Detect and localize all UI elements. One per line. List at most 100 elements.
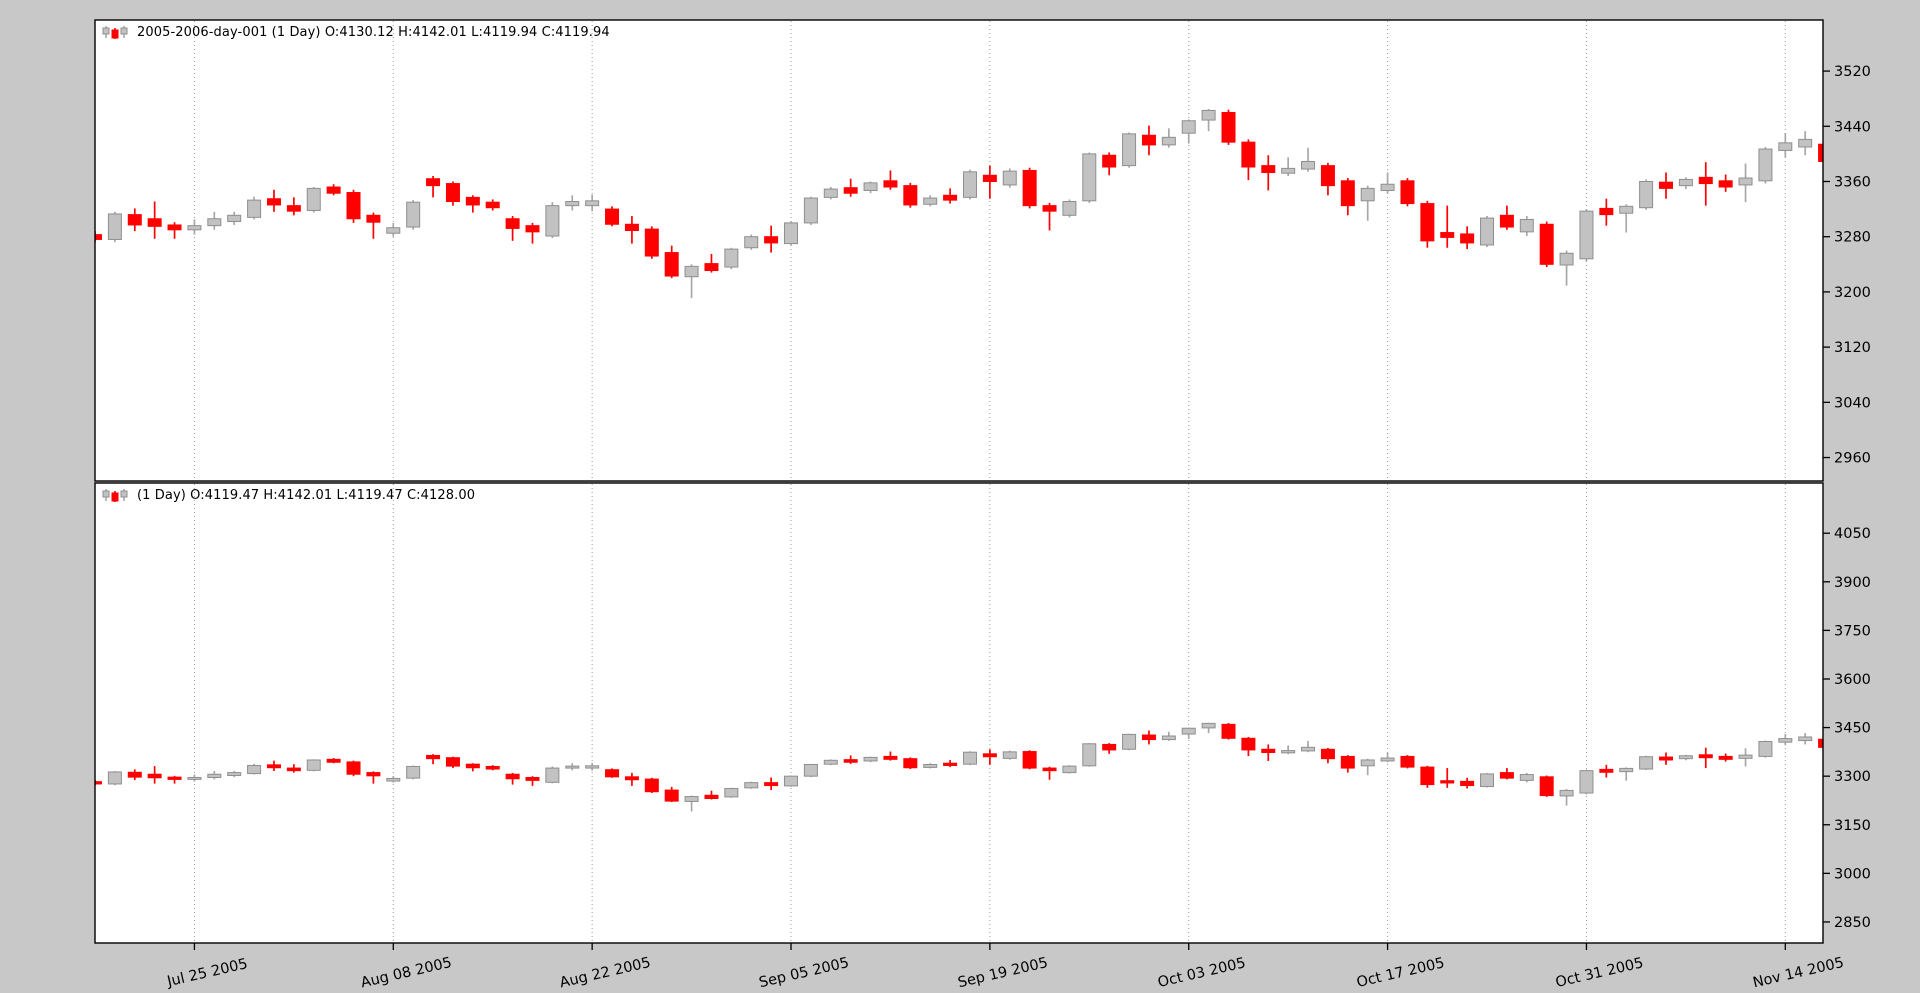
candle-down xyxy=(127,769,142,781)
candle-down xyxy=(982,749,997,765)
y-tick-label: 3440 xyxy=(1834,119,1871,135)
candle-up xyxy=(1678,754,1693,761)
candle-up xyxy=(784,775,799,787)
candle-down xyxy=(982,165,997,199)
panel2-legend: (1 Day) O:4119.47 H:4142.01 L:4119.47 C:… xyxy=(102,488,475,503)
candle-up xyxy=(1758,740,1773,758)
y-tick-label: 3040 xyxy=(1834,395,1871,411)
candle-up xyxy=(823,187,838,200)
candle-up xyxy=(1301,740,1316,753)
candle-down xyxy=(704,253,719,273)
x-tick-label: Nov 14 2005 xyxy=(1751,955,1845,991)
candle-down xyxy=(286,764,301,773)
y-tick-label: 2850 xyxy=(1834,915,1871,931)
candle-down xyxy=(1340,178,1355,216)
candle-down xyxy=(1102,743,1117,754)
candle-up xyxy=(1122,733,1137,751)
candle-down xyxy=(624,772,639,786)
candle-up xyxy=(1579,769,1594,795)
candle-down xyxy=(147,201,162,239)
candle-up xyxy=(923,195,938,207)
y-axis-right: 4050 3900 3750 3600 3450 3300 3150 3000 2850 xyxy=(1823,526,1871,931)
candle-down xyxy=(485,199,500,211)
candle-down xyxy=(1141,730,1156,745)
candle-down xyxy=(605,768,620,778)
y-tick-label: 4050 xyxy=(1834,526,1871,542)
candle-down xyxy=(266,760,281,771)
panel2-legend-text: (1 Day) O:4119.47 H:4142.01 L:4119.47 C:… xyxy=(137,487,476,503)
candle-down xyxy=(346,760,361,777)
candle-up xyxy=(962,751,977,766)
candle-down xyxy=(1340,755,1355,773)
x-tick-label: Oct 31 2005 xyxy=(1554,955,1645,991)
y-tick-label: 3600 xyxy=(1834,672,1871,688)
candle-down xyxy=(1599,764,1614,778)
candle-up xyxy=(1360,185,1375,221)
y-tick-label: 3450 xyxy=(1834,721,1871,737)
candle-down xyxy=(1818,738,1823,748)
candle-down xyxy=(1658,172,1673,199)
candle-down xyxy=(644,226,659,259)
candle-down xyxy=(525,776,540,786)
candle-up xyxy=(306,187,321,213)
candle-up xyxy=(1738,163,1753,203)
candle-down xyxy=(883,170,898,190)
candle-down xyxy=(1440,205,1455,248)
y-tick-label: 3200 xyxy=(1834,285,1871,301)
y-tick-label: 3150 xyxy=(1834,818,1871,834)
y-tick-label: 3120 xyxy=(1834,340,1871,356)
candle-up xyxy=(1678,177,1693,190)
candle-up xyxy=(684,264,699,299)
candle-up xyxy=(1798,131,1813,156)
candle-down xyxy=(426,175,441,198)
candle-down xyxy=(366,771,381,784)
candle-up xyxy=(406,765,421,780)
candle-up xyxy=(1082,743,1097,767)
candle-up xyxy=(1559,789,1574,806)
candle-down xyxy=(127,208,142,232)
candle-down xyxy=(1539,775,1554,797)
candle-down xyxy=(286,197,301,216)
candle-down xyxy=(644,777,659,794)
candle-down xyxy=(664,786,679,803)
x-tick-label: Aug 22 2005 xyxy=(558,955,652,991)
candle-down xyxy=(664,245,679,279)
candle-down xyxy=(943,188,958,204)
candle-down xyxy=(485,765,500,771)
candle-down xyxy=(505,772,520,785)
candle-down xyxy=(903,182,918,208)
candle-down xyxy=(147,766,162,784)
candle-up xyxy=(803,763,818,778)
candle-down xyxy=(1420,765,1435,788)
candle-down xyxy=(943,759,958,768)
y-tick-label: 3750 xyxy=(1834,623,1871,639)
candle-down xyxy=(1460,226,1475,250)
y-tick-label: 2960 xyxy=(1834,451,1871,467)
candle-down xyxy=(1440,768,1455,788)
x-axis: Jul 25 2005 Aug 08 2005 Aug 22 2005 Sep 05 … xyxy=(165,943,1845,991)
candle-up xyxy=(1480,772,1495,788)
x-tick-label: Sep 19 2005 xyxy=(956,955,1049,991)
candle-down xyxy=(326,758,341,764)
candle-up xyxy=(1281,157,1296,176)
candle-down xyxy=(764,225,779,253)
panel1-legend-text: 2005-2006-day-001 (1 Day) O:4130.12 H:41… xyxy=(137,24,610,40)
candle-up xyxy=(545,202,560,239)
x-tick-label: Aug 08 2005 xyxy=(359,955,453,991)
candle-down xyxy=(1320,162,1335,196)
candle-up xyxy=(386,776,401,783)
candle-up xyxy=(923,763,938,769)
y-tick-label: 3280 xyxy=(1834,230,1871,246)
candle-up xyxy=(823,759,838,766)
y-axis-right: 3520 3440 3360 3280 3200 3120 3040 2960 xyxy=(1823,64,1871,467)
candle-up xyxy=(306,759,321,772)
candle-up xyxy=(1519,772,1534,783)
candle-up xyxy=(585,194,600,212)
candle-up xyxy=(1181,727,1196,739)
x-tick-label: Sep 05 2005 xyxy=(758,955,851,991)
candle-down xyxy=(1261,155,1276,191)
candle-up xyxy=(227,770,242,778)
candle-series xyxy=(95,722,1823,812)
candle-down xyxy=(167,775,182,784)
